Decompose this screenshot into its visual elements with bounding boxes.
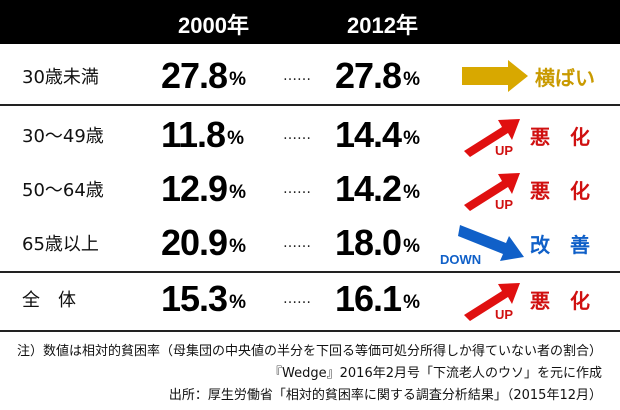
value-2012: 18.0% [335, 217, 420, 269]
percent-unit: % [403, 292, 420, 313]
value-2012: 27.8% [335, 50, 420, 102]
row-label: 65歳以上 [22, 234, 99, 255]
value-2000-number: 11.8 [161, 114, 226, 155]
arrow-down-right-icon [458, 225, 524, 261]
value-2000: 20.9% [161, 217, 246, 269]
trend-label: 悪 化 [530, 178, 590, 203]
column-header-2012: 2012年 [347, 13, 418, 38]
row-label: 50～64歳 [22, 180, 104, 201]
value-2000-number: 12.9 [161, 168, 228, 209]
percent-unit: % [403, 128, 420, 149]
trend-label: 改 善 [530, 232, 590, 257]
row-divider [0, 271, 620, 273]
arrow-up-right-icon [464, 173, 520, 211]
value-2012-number: 14.2 [335, 168, 402, 209]
value-2012: 14.2% [335, 163, 420, 215]
table-header: 2000年 2012年 [0, 0, 620, 44]
ellipsis-dots: …… [283, 68, 311, 84]
up-tag: UP [495, 143, 514, 158]
arrow-up-right-icon [464, 119, 520, 157]
arrow-right-icon [462, 60, 528, 92]
note-definition: 注）数値は相対的貧困率（母集団の中央値の半分を下回る等価可処分所得しか得ていない… [16, 344, 602, 359]
value-2000: 12.9% [161, 163, 246, 215]
value-2012-number: 18.0 [335, 222, 402, 263]
table-row: 30～49歳 11.8% …… 14.4% UP 悪 化 [0, 109, 620, 161]
down-tag: DOWN [440, 252, 482, 267]
value-2012: 16.1% [335, 273, 420, 325]
value-2012-number: 14.4 [335, 114, 402, 155]
value-2000-number: 27.8 [161, 55, 228, 96]
percent-unit: % [227, 128, 244, 149]
ellipsis-dots: …… [283, 127, 311, 143]
row-label: 全 体 [22, 290, 76, 311]
row-label: 30歳未満 [22, 67, 99, 88]
trend-label: 横ばい [535, 65, 595, 90]
row-label: 30～49歳 [22, 126, 104, 147]
value-2000: 11.8% [161, 109, 244, 161]
value-2012: 14.4% [335, 109, 420, 161]
percent-unit: % [403, 69, 420, 90]
arrow-up-right-icon [464, 283, 520, 321]
up-tag: UP [495, 197, 514, 212]
note-source-ministry: 出所：厚生労働省「相対的貧困率に関する調査分析結果」（2015年12月） [168, 388, 602, 403]
note-source-article: 『Wedge』2016年2月号「下流老人のウソ」を元に作成 [269, 366, 602, 381]
table-row: 50～64歳 12.9% …… 14.2% UP 悪 化 [0, 163, 620, 215]
trend-label: 悪 化 [530, 124, 590, 149]
row-divider [0, 104, 620, 106]
table-row: 65歳以上 20.9% …… 18.0% DOWN 改 善 [0, 217, 620, 269]
value-2000: 27.8% [161, 50, 246, 102]
percent-unit: % [229, 182, 246, 203]
table-bottom-rule [0, 330, 620, 332]
value-2000-number: 20.9 [161, 222, 228, 263]
table-row: 30歳未満 27.8% …… 27.8% 横ばい [0, 50, 620, 102]
percent-unit: % [229, 292, 246, 313]
percent-unit: % [229, 236, 246, 257]
percent-unit: % [403, 236, 420, 257]
up-tag: UP [495, 307, 514, 322]
trend-label: 悪 化 [530, 288, 590, 313]
column-header-2000: 2000年 [178, 13, 249, 38]
percent-unit: % [229, 69, 246, 90]
ellipsis-dots: …… [283, 181, 311, 197]
percent-unit: % [403, 182, 420, 203]
ellipsis-dots: …… [283, 235, 311, 251]
value-2000: 15.3% [161, 273, 246, 325]
table-row: 全 体 15.3% …… 16.1% UP 悪 化 [0, 273, 620, 325]
value-2000-number: 15.3 [161, 278, 228, 319]
value-2012-number: 27.8 [335, 55, 402, 96]
ellipsis-dots: …… [283, 291, 311, 307]
value-2012-number: 16.1 [335, 278, 402, 319]
